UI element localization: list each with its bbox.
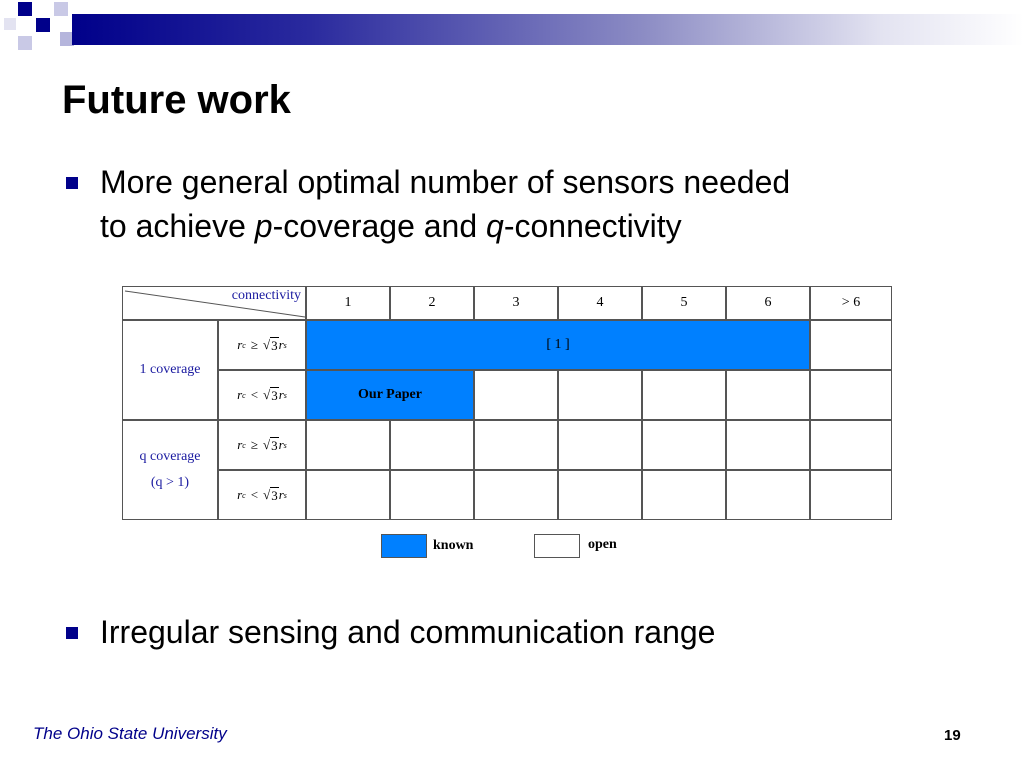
column-header: 3 xyxy=(474,286,558,320)
open-cell xyxy=(390,420,474,470)
open-cell xyxy=(642,420,726,470)
open-cell xyxy=(558,370,642,420)
our-paper-cell: Our Paper xyxy=(306,370,474,420)
coverage-connectivity-table: connectivity 1 2 3 4 5 6 > 6 1 coverage … xyxy=(122,286,892,520)
column-header: 6 xyxy=(726,286,810,320)
bullet-1-line-2: to achieve p-coverage and q-connectivity xyxy=(100,208,682,244)
legend-open-swatch xyxy=(534,534,580,558)
open-cell xyxy=(810,470,892,520)
column-header: 5 xyxy=(642,286,726,320)
open-cell xyxy=(810,320,892,370)
open-cell xyxy=(390,470,474,520)
bullet-1-line-1: More general optimal number of sensors n… xyxy=(100,164,791,200)
legend-open-label: open xyxy=(588,537,617,552)
open-cell xyxy=(726,420,810,470)
open-cell xyxy=(726,470,810,520)
condition-rc-ge: r c ≥ √ 3 r s xyxy=(218,320,306,370)
column-header: > 6 xyxy=(810,286,892,320)
legend-known-swatch xyxy=(381,534,427,558)
open-cell xyxy=(726,370,810,420)
decor-square xyxy=(18,2,32,16)
open-cell xyxy=(558,470,642,520)
column-header: 2 xyxy=(390,286,474,320)
decor-square xyxy=(54,2,68,16)
open-cell xyxy=(810,420,892,470)
known-result-cell-ref-1: [ 1 ] xyxy=(306,320,810,370)
page-number: 19 xyxy=(944,727,961,744)
condition-rc-lt: r c < √ 3 r s xyxy=(218,370,306,420)
decor-square xyxy=(4,18,16,30)
bullet-text-2: Irregular sensing and communication rang… xyxy=(100,614,716,650)
connectivity-label: connectivity xyxy=(231,288,301,303)
legend-known-label: known xyxy=(433,538,474,553)
bullet-marker xyxy=(66,627,78,639)
decor-square xyxy=(18,36,32,50)
open-cell xyxy=(474,470,558,520)
open-cell xyxy=(474,420,558,470)
footer-organization: The Ohio State University xyxy=(33,724,227,743)
open-cell xyxy=(474,370,558,420)
decor-square xyxy=(36,18,50,32)
open-cell xyxy=(306,420,390,470)
diagonal-divider xyxy=(124,290,306,318)
open-cell xyxy=(642,470,726,520)
open-cell xyxy=(558,420,642,470)
column-header: 1 xyxy=(306,286,390,320)
table-corner-header: connectivity xyxy=(122,286,306,320)
row-group-label-q-coverage: q coverage (q > 1) xyxy=(122,420,218,520)
open-cell xyxy=(642,370,726,420)
header-gradient-bar xyxy=(72,14,1024,45)
open-cell xyxy=(810,370,892,420)
condition-rc-ge: r c ≥ √ 3 r s xyxy=(218,420,306,470)
slide-title: Future work xyxy=(62,78,291,122)
condition-rc-lt: r c < √ 3 r s xyxy=(218,470,306,520)
bullet-marker xyxy=(66,177,78,189)
bullet-text-1: More general optimal number of sensors n… xyxy=(100,160,790,248)
open-cell xyxy=(306,470,390,520)
row-group-label-1-coverage: 1 coverage xyxy=(122,320,218,420)
decor-square xyxy=(60,32,74,46)
column-header: 4 xyxy=(558,286,642,320)
